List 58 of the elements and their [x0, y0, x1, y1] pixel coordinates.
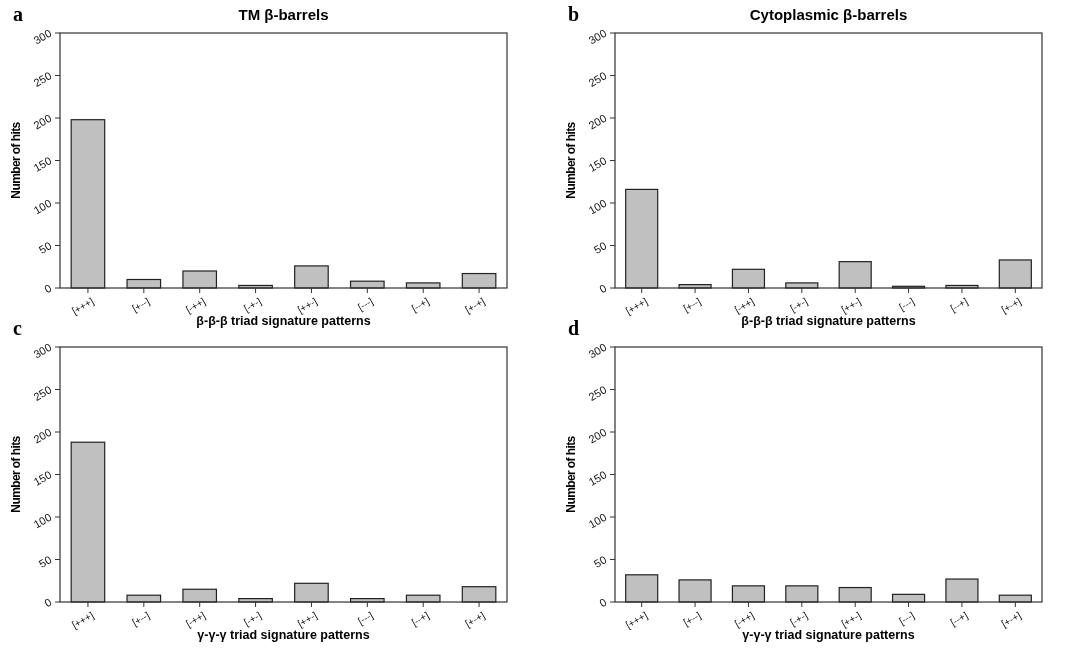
- y-tick-label: 0: [42, 281, 54, 296]
- y-tick-label: 100: [31, 510, 54, 531]
- y-axis-title: Number of hits: [564, 121, 578, 199]
- chart-title: TM β-barrels: [238, 6, 329, 23]
- y-tick-label: 150: [31, 154, 54, 174]
- y-tick-label: 100: [586, 510, 609, 531]
- x-axis-title: β-β-β triad signature patterns: [196, 314, 371, 328]
- x-tick-label: [-+-]: [242, 295, 264, 314]
- chart-title: Cytoplasmic β-barrels: [749, 6, 908, 23]
- y-tick-label: 300: [586, 340, 609, 361]
- y-tick-label: 300: [31, 340, 54, 361]
- y-tick-label: 250: [586, 383, 609, 403]
- y-axis-title: Number of hits: [9, 121, 23, 199]
- y-tick-label: 150: [586, 468, 609, 488]
- x-axis-title: γ-γ-γ triad signature patterns: [742, 628, 915, 642]
- x-tick-label: [---]: [355, 295, 376, 313]
- y-tick-label: 250: [586, 69, 609, 89]
- x-tick-label: [---]: [355, 609, 376, 627]
- y-tick-label: 200: [31, 111, 54, 132]
- y-tick-label: 50: [36, 553, 54, 570]
- x-tick-label: [+--]: [681, 295, 703, 314]
- y-tick-label: 100: [31, 196, 54, 217]
- x-tick-label: [--+]: [409, 295, 431, 314]
- x-tick-label: [---]: [897, 609, 917, 627]
- y-tick-label: 0: [597, 595, 609, 610]
- x-tick-label: [--+]: [948, 609, 970, 628]
- y-tick-label: 50: [591, 239, 609, 256]
- x-tick-label: [-+-]: [788, 295, 810, 314]
- y-tick-label: 50: [36, 239, 54, 256]
- x-tick-label: [-+-]: [788, 609, 810, 628]
- y-tick-label: 150: [586, 154, 609, 174]
- y-tick-label: 150: [31, 468, 54, 488]
- x-tick-label: [+--]: [681, 609, 703, 628]
- x-tick-label: [+--]: [130, 295, 152, 314]
- y-tick-label: 0: [597, 281, 609, 296]
- y-tick-label: 0: [42, 595, 54, 610]
- y-tick-label: 300: [31, 26, 54, 47]
- x-tick-label: [+--]: [130, 609, 152, 628]
- y-tick-label: 100: [586, 196, 609, 217]
- x-axis-title: γ-γ-γ triad signature patterns: [197, 628, 370, 642]
- y-tick-label: 200: [586, 111, 609, 132]
- text: c: [13, 317, 22, 339]
- y-tick-label: 200: [31, 425, 54, 446]
- y-tick-label: 250: [31, 69, 54, 89]
- x-axis-title: β-β-β triad signature patterns: [741, 314, 916, 328]
- text: b: [568, 3, 580, 25]
- y-axis-title: Number of hits: [564, 435, 578, 513]
- text: d: [568, 317, 580, 339]
- x-tick-label: [--+]: [948, 295, 970, 314]
- y-tick-label: 250: [31, 383, 54, 403]
- y-tick-label: 50: [591, 553, 609, 570]
- text: a: [13, 3, 23, 25]
- y-axis-title: Number of hits: [9, 435, 23, 513]
- y-tick-label: 200: [586, 425, 609, 446]
- x-tick-label: [---]: [897, 295, 917, 313]
- x-tick-label: [--+]: [409, 609, 431, 628]
- x-tick-label: [-+-]: [242, 609, 264, 628]
- y-tick-label: 300: [586, 26, 609, 47]
